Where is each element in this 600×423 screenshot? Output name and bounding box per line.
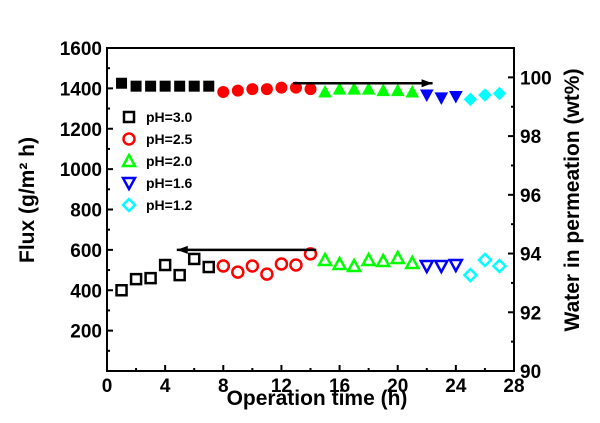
y-right-tick-label: 94 xyxy=(520,245,542,266)
water-point xyxy=(318,85,332,98)
flux-point xyxy=(404,254,421,270)
y-left-tick-label: 1200 xyxy=(60,120,102,141)
flux-point xyxy=(477,252,493,268)
water-point xyxy=(260,83,273,96)
water-point xyxy=(405,85,420,98)
flux-point xyxy=(289,258,303,272)
x-tick-label: 28 xyxy=(503,376,524,397)
x-tick-label: 24 xyxy=(445,376,467,397)
water-point xyxy=(231,84,244,97)
flux-point xyxy=(144,271,157,285)
water-point xyxy=(159,80,171,92)
flux-point xyxy=(187,252,201,266)
legend: pH=3.0 pH=2.5 pH=2.0 pH=1.6 pH=1.2 xyxy=(120,109,193,213)
flux-point xyxy=(158,258,172,272)
water-point xyxy=(492,86,507,101)
water-point xyxy=(246,83,259,96)
flux-point xyxy=(173,268,186,282)
flux-point xyxy=(375,252,392,268)
legend-label: pH=1.2 xyxy=(146,197,193,213)
flux-point xyxy=(202,260,215,274)
y-left-tick-label: 1600 xyxy=(60,39,102,60)
water-point xyxy=(376,83,391,97)
arrow-head xyxy=(176,245,188,254)
y-left-tick-label: 1000 xyxy=(60,160,102,181)
x-axis-label: Operation time (h) xyxy=(227,387,408,410)
flux-point xyxy=(274,257,289,271)
water-point xyxy=(145,80,157,92)
legend-marker xyxy=(120,152,138,168)
flux-point xyxy=(316,251,334,267)
flux-point xyxy=(433,259,450,275)
x-tick-label: 20 xyxy=(387,376,408,397)
y-right-tick-label: 98 xyxy=(520,127,541,148)
y-axis-label-left: Flux (g/m² h) xyxy=(16,137,39,263)
water-point xyxy=(434,92,449,105)
flux-point xyxy=(115,284,128,297)
arrows xyxy=(176,79,433,254)
flux-point xyxy=(447,258,464,274)
water-point xyxy=(390,83,405,97)
y-left-tick-label: 400 xyxy=(70,281,102,302)
y-left-tick-label: 800 xyxy=(70,201,102,222)
legend-label: pH=1.6 xyxy=(146,175,193,191)
legend-marker xyxy=(121,197,137,213)
water-point xyxy=(332,82,347,95)
legend-marker xyxy=(120,176,138,192)
water-point xyxy=(449,90,463,104)
water-point xyxy=(188,80,200,92)
legend-label: pH=2.5 xyxy=(146,131,193,147)
water-point xyxy=(174,80,186,92)
y-right-tick-label: 90 xyxy=(520,362,541,383)
flux-point xyxy=(303,247,318,261)
flux-point xyxy=(346,257,363,273)
legend-marker xyxy=(122,110,136,124)
flux-point xyxy=(462,267,479,283)
water-point xyxy=(116,77,128,89)
flux-point xyxy=(245,259,260,273)
y-axis-label-right: Water in permeation (wt%) xyxy=(561,69,584,332)
water-point xyxy=(463,92,478,107)
legend-label: pH=3.0 xyxy=(146,109,193,125)
flux-point xyxy=(389,249,406,265)
flux-point xyxy=(331,255,348,271)
water-point xyxy=(275,81,288,94)
water-point xyxy=(478,88,492,102)
y-left-tick-label: 200 xyxy=(70,322,102,343)
flux-point xyxy=(129,272,143,286)
flux-point xyxy=(491,258,508,274)
water-point xyxy=(203,80,215,92)
water-point xyxy=(361,82,376,95)
y-right-tick-label: 96 xyxy=(520,186,541,207)
data-markers xyxy=(115,77,508,297)
legend-label: pH=2.0 xyxy=(146,153,193,169)
x-tick-label: 4 xyxy=(160,376,171,397)
flux-point xyxy=(260,267,274,281)
y-left-tick-label: 600 xyxy=(70,241,102,262)
legend-marker xyxy=(122,132,136,146)
x-tick-label: 8 xyxy=(218,376,229,397)
y-right-tick-label: 92 xyxy=(520,303,541,324)
water-point xyxy=(130,80,142,92)
water-point xyxy=(419,89,434,103)
flux-point xyxy=(216,259,231,273)
y-left-tick-label: 1400 xyxy=(60,79,102,100)
water-point xyxy=(304,83,317,96)
flux-point xyxy=(231,265,245,279)
flux-point xyxy=(360,251,377,267)
arrow-head xyxy=(421,79,433,88)
x-tick-label: 16 xyxy=(329,376,350,397)
water-point xyxy=(347,82,361,95)
axes: 0 4 8 12 16 20 24 28 200 400 600 800 1000 1200 1400 160… xyxy=(60,39,552,397)
x-tick-label: 12 xyxy=(271,376,292,397)
y-right-tick-label: 100 xyxy=(520,68,552,89)
water-point xyxy=(217,86,230,99)
flux-point xyxy=(418,259,435,275)
x-tick-label: 0 xyxy=(102,376,113,397)
